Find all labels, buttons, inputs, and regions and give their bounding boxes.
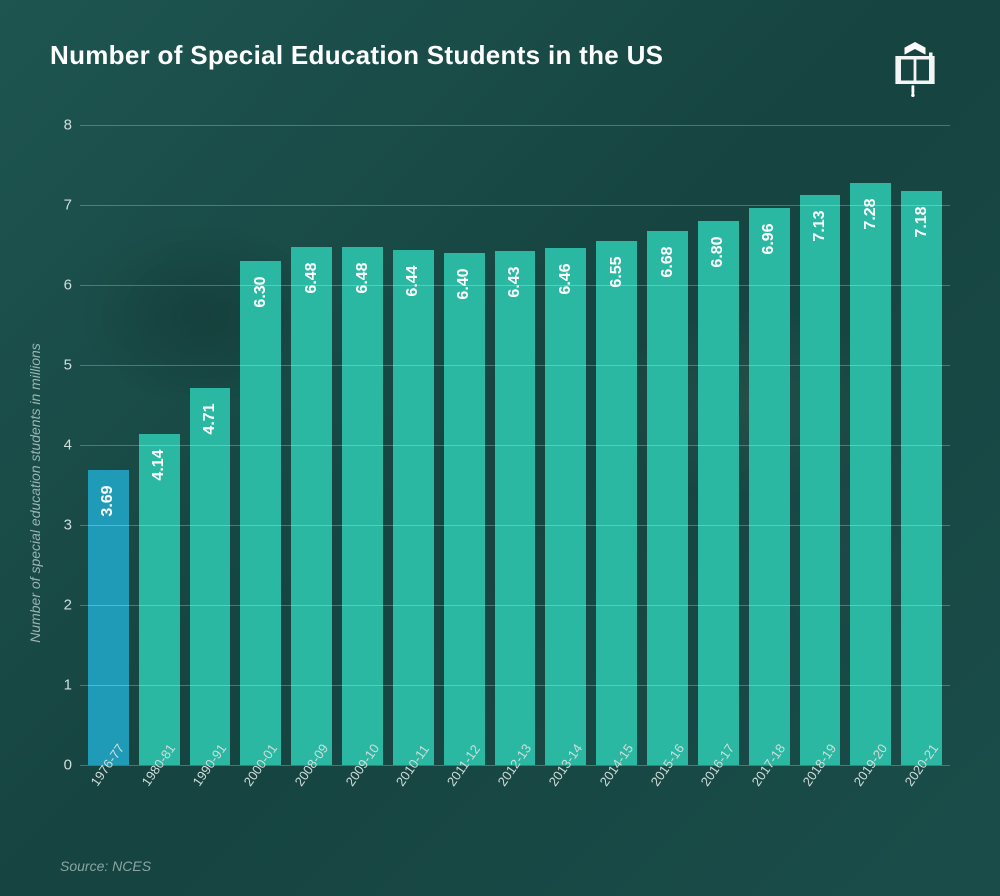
y-tick: 4 xyxy=(64,437,72,454)
x-tick: 2013-14 xyxy=(545,765,586,825)
chart-container: Number of Special Education Students in … xyxy=(0,0,1000,896)
y-tick: 6 xyxy=(64,277,72,294)
bar: 3.69 xyxy=(88,470,129,765)
chart-title: Number of Special Education Students in … xyxy=(50,40,663,71)
bar: 6.55 xyxy=(596,241,637,765)
bar-value-label: 6.55 xyxy=(608,256,626,287)
bar-slot: 4.14 xyxy=(139,434,180,765)
x-tick: 2018-19 xyxy=(800,765,841,825)
x-tick: 2008-09 xyxy=(291,765,332,825)
bar-slot: 6.96 xyxy=(749,208,790,765)
y-tick: 2 xyxy=(64,597,72,614)
bar-slot: 6.43 xyxy=(495,251,536,765)
gridline xyxy=(80,525,950,526)
gridline xyxy=(80,205,950,206)
x-tick: 2011-12 xyxy=(444,765,485,825)
bar-slot: 6.46 xyxy=(545,248,586,765)
bar-slot: 6.80 xyxy=(698,221,739,765)
x-tick: 2019-20 xyxy=(850,765,891,825)
gridline xyxy=(80,365,950,366)
bar-value-label: 6.48 xyxy=(303,262,321,293)
x-axis-labels: 1976-771980-811990-912000-012008-092009-… xyxy=(80,765,950,825)
chart-area: Number of special education students in … xyxy=(50,125,950,845)
x-tick: 2010-11 xyxy=(393,765,434,825)
bar-value-label: 7.13 xyxy=(811,210,829,241)
y-axis-label: Number of special education students in … xyxy=(27,343,43,643)
bar-value-label: 6.68 xyxy=(659,246,677,277)
bar-value-label: 6.46 xyxy=(557,264,575,295)
plot-area: 3.69 4.14 4.71 6.30 6.48 6.48 6.44 6.40 6.43 6.46… xyxy=(80,125,950,765)
bar-value-label: 3.69 xyxy=(99,485,117,516)
gridline xyxy=(80,125,950,126)
bar-slot: 7.18 xyxy=(901,191,942,765)
gridline xyxy=(80,285,950,286)
x-tick: 2020-21 xyxy=(901,765,942,825)
bar: 6.43 xyxy=(495,251,536,765)
y-axis: 012345678 xyxy=(50,125,80,765)
y-tick: 7 xyxy=(64,197,72,214)
bar: 7.18 xyxy=(901,191,942,765)
x-tick: 2009-10 xyxy=(342,765,383,825)
x-tick: 2017-18 xyxy=(749,765,790,825)
bar-value-label: 6.43 xyxy=(506,266,524,297)
bar-value-label: 6.44 xyxy=(404,265,422,296)
bar-slot: 6.44 xyxy=(393,250,434,765)
bar: 6.30 xyxy=(240,261,281,765)
bar: 6.48 xyxy=(291,247,332,765)
bar: 6.48 xyxy=(342,247,383,765)
bar: 6.46 xyxy=(545,248,586,765)
bar-value-label: 7.28 xyxy=(862,198,880,229)
bar-value-label: 6.30 xyxy=(252,276,270,307)
bar-slot: 6.40 xyxy=(444,253,485,765)
bar-slot: 6.30 xyxy=(240,261,281,765)
x-tick: 1990-91 xyxy=(190,765,231,825)
bar-value-label: 4.14 xyxy=(150,449,168,480)
y-tick: 0 xyxy=(64,757,72,774)
bar-slot: 6.48 xyxy=(342,247,383,765)
bar-value-label: 6.80 xyxy=(709,236,727,267)
logo-icon xyxy=(880,35,950,105)
bar: 7.28 xyxy=(850,183,891,765)
x-tick: 1980-81 xyxy=(139,765,180,825)
bar-slot: 6.48 xyxy=(291,247,332,765)
x-tick: 2012-13 xyxy=(495,765,536,825)
gridline xyxy=(80,605,950,606)
bar: 4.14 xyxy=(139,434,180,765)
bar: 6.40 xyxy=(444,253,485,765)
bar-slot: 6.55 xyxy=(596,241,637,765)
bar: 6.44 xyxy=(393,250,434,765)
x-tick: 2016-17 xyxy=(698,765,739,825)
bar-value-label: 7.18 xyxy=(913,206,931,237)
y-tick: 1 xyxy=(64,677,72,694)
bar-value-label: 4.71 xyxy=(201,404,219,435)
y-tick: 8 xyxy=(64,117,72,134)
bar-slot: 7.13 xyxy=(800,195,841,765)
source-text: Source: NCES xyxy=(60,858,151,874)
x-tick: 1976-77 xyxy=(88,765,129,825)
bar: 6.80 xyxy=(698,221,739,765)
bar-slot: 7.28 xyxy=(850,183,891,765)
bar-value-label: 6.40 xyxy=(455,268,473,299)
x-tick: 2015-16 xyxy=(647,765,688,825)
bar-slot: 3.69 xyxy=(88,470,129,765)
x-tick: 2014-15 xyxy=(596,765,637,825)
bar: 7.13 xyxy=(800,195,841,765)
bar-value-label: 6.96 xyxy=(760,224,778,255)
x-tick: 2000-01 xyxy=(240,765,281,825)
y-tick: 3 xyxy=(64,517,72,534)
gridline xyxy=(80,445,950,446)
bar-value-label: 6.48 xyxy=(354,262,372,293)
bar: 6.96 xyxy=(749,208,790,765)
header: Number of Special Education Students in … xyxy=(50,40,950,105)
y-tick: 5 xyxy=(64,357,72,374)
gridline xyxy=(80,685,950,686)
